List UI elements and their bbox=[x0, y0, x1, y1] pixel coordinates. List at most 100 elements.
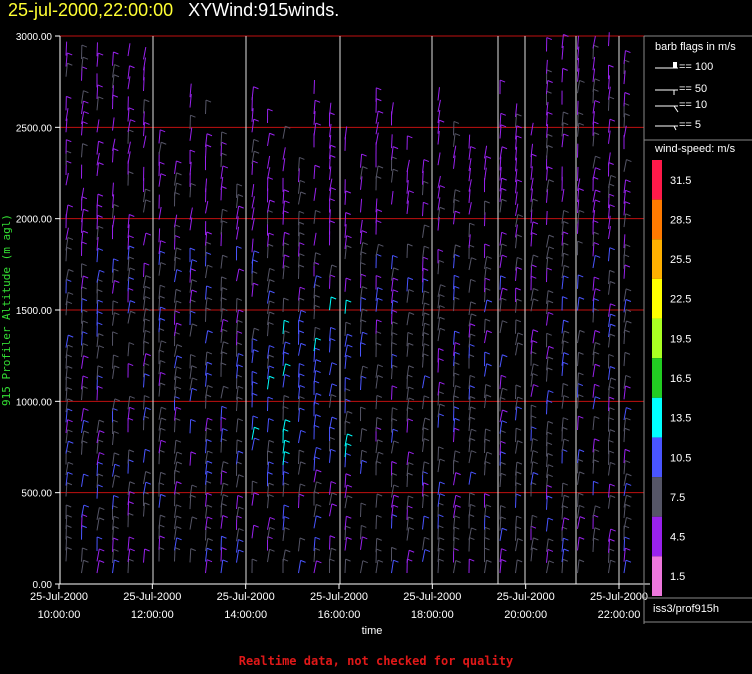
barb-flag bbox=[97, 365, 104, 369]
barb-flag bbox=[237, 494, 243, 498]
barb-flag bbox=[176, 515, 182, 519]
barb-flag bbox=[347, 433, 353, 437]
wind-barb bbox=[282, 440, 286, 454]
barb-flag bbox=[362, 331, 368, 335]
wind-barb bbox=[205, 548, 208, 562]
barb-flag bbox=[83, 430, 89, 434]
wind-barb bbox=[515, 440, 518, 454]
barb-flag bbox=[623, 254, 630, 258]
wind-barb bbox=[313, 305, 316, 320]
barb-flag bbox=[329, 112, 335, 116]
wind-barb bbox=[561, 559, 564, 574]
barb-flag bbox=[376, 220, 382, 224]
barb-flag bbox=[500, 461, 506, 465]
wind-barb bbox=[282, 527, 286, 541]
barb-flag bbox=[501, 527, 508, 531]
wind-barb bbox=[546, 124, 549, 138]
wind-barb bbox=[561, 320, 565, 334]
barb-flag bbox=[438, 514, 444, 518]
barb-flag bbox=[316, 446, 322, 450]
wind-barb bbox=[561, 517, 565, 531]
wind-barb bbox=[391, 407, 393, 422]
barb-flag bbox=[314, 99, 321, 103]
barb-flag bbox=[624, 460, 631, 464]
wind-barb bbox=[422, 549, 426, 562]
barb-flag bbox=[98, 140, 104, 144]
wind-barb bbox=[158, 372, 161, 386]
barb-flag bbox=[347, 333, 353, 337]
barb-flag bbox=[299, 232, 305, 236]
wind-barb bbox=[81, 187, 85, 201]
barb-flag bbox=[176, 300, 182, 304]
wind-barb bbox=[65, 441, 69, 454]
barb-flag bbox=[330, 154, 336, 158]
wind-barb bbox=[406, 180, 409, 194]
barb-flag bbox=[423, 353, 429, 357]
wind-barb bbox=[592, 232, 595, 247]
barb-flag bbox=[439, 403, 445, 407]
wind-barb bbox=[577, 493, 579, 507]
barb-flag bbox=[316, 515, 322, 519]
barb-flag bbox=[299, 179, 306, 183]
barb-flag bbox=[562, 361, 569, 365]
wind-barb bbox=[65, 301, 68, 316]
wind-barb bbox=[561, 483, 564, 497]
wind-barb bbox=[530, 547, 533, 562]
barb-flag bbox=[284, 516, 290, 520]
barb-flag bbox=[501, 254, 508, 258]
wind-barb bbox=[205, 265, 208, 279]
wind-barb bbox=[112, 464, 116, 477]
wind-barb bbox=[406, 200, 409, 214]
wind-barb bbox=[65, 237, 69, 251]
barb-flag bbox=[422, 278, 429, 282]
barb-flag bbox=[128, 342, 135, 346]
barb-flag bbox=[316, 481, 322, 485]
wind-barb bbox=[267, 233, 270, 247]
barb-flag bbox=[253, 349, 259, 353]
barb-flag bbox=[98, 225, 104, 229]
wind-barb bbox=[453, 495, 457, 508]
barb-flag bbox=[376, 98, 382, 102]
wind-barb bbox=[561, 111, 564, 126]
barb-flag bbox=[423, 332, 429, 336]
wind-barb bbox=[143, 199, 147, 213]
wind-barb bbox=[468, 202, 472, 215]
barb-flag bbox=[438, 413, 444, 417]
speed-color-swatch bbox=[652, 318, 662, 359]
wind-barb bbox=[205, 427, 207, 442]
barb-flag bbox=[67, 408, 73, 412]
wind-barb bbox=[561, 231, 564, 246]
barb-flag bbox=[267, 209, 273, 213]
wind-barb bbox=[282, 330, 285, 345]
barb-flag bbox=[547, 290, 554, 294]
wind-barb bbox=[344, 190, 347, 205]
barb-flag bbox=[548, 179, 554, 183]
barb-flag bbox=[471, 527, 477, 531]
barb-flag bbox=[408, 527, 415, 531]
barb-flag bbox=[625, 547, 631, 551]
barb-flag bbox=[547, 517, 554, 521]
wind-barb bbox=[158, 472, 162, 486]
wind-barb bbox=[127, 235, 130, 250]
barb-flag bbox=[191, 279, 197, 283]
wind-barb bbox=[127, 224, 130, 239]
wind-barb bbox=[375, 319, 378, 334]
barb-flag bbox=[160, 360, 166, 364]
barb-flag bbox=[532, 438, 538, 442]
wind-barb bbox=[282, 320, 285, 334]
wind-barb bbox=[298, 343, 302, 356]
barb-flag bbox=[515, 287, 521, 291]
barb-flag bbox=[206, 470, 213, 474]
wind-barb bbox=[205, 178, 208, 193]
barb-flag bbox=[268, 232, 274, 236]
wind-barb bbox=[282, 200, 286, 215]
barb-flag bbox=[298, 221, 305, 225]
wind-barb bbox=[422, 290, 425, 305]
wind-barb bbox=[515, 397, 519, 410]
wind-barb bbox=[577, 297, 580, 311]
barb-flag bbox=[314, 347, 320, 351]
barb-flag bbox=[221, 131, 227, 135]
wind-barb bbox=[391, 321, 394, 336]
barb-flag bbox=[408, 397, 415, 401]
barb-flag bbox=[578, 394, 584, 398]
